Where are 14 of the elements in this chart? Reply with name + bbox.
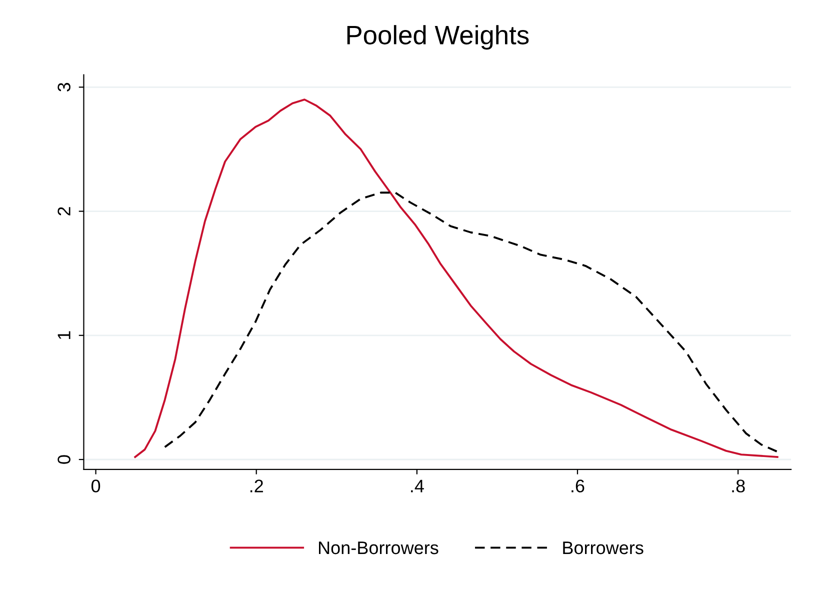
y-tick-label: 2 bbox=[58, 207, 70, 216]
line-series bbox=[134, 98, 778, 458]
x-tick-label: .6 bbox=[572, 480, 584, 492]
legend-label: Borrowers bbox=[563, 542, 644, 554]
y-tick-label: 0 bbox=[58, 455, 70, 464]
chart-title: Pooled Weights bbox=[347, 25, 529, 50]
y-tick-label: 3 bbox=[58, 82, 70, 92]
line-series bbox=[164, 192, 780, 454]
x-tick-label: .4 bbox=[411, 480, 424, 492]
x-tick-label: 0 bbox=[91, 480, 100, 492]
y-tick-label: 1 bbox=[58, 331, 70, 340]
x-tick-label: .8 bbox=[732, 480, 745, 492]
x-tick-label: .2 bbox=[250, 480, 263, 492]
legend-label: Non-Borrowers bbox=[318, 542, 438, 554]
